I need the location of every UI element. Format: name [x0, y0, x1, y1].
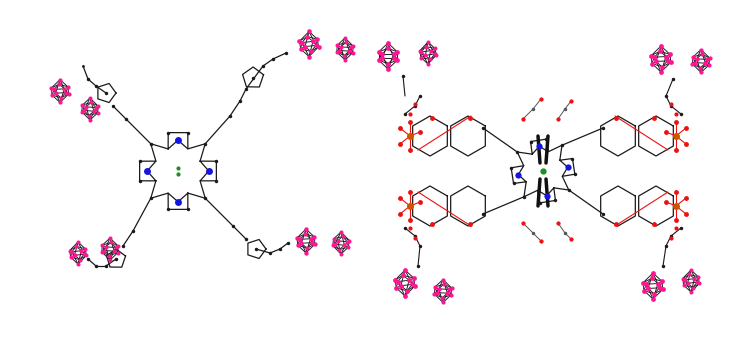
Polygon shape [248, 239, 266, 259]
Polygon shape [107, 249, 125, 267]
Polygon shape [450, 116, 485, 156]
Polygon shape [601, 186, 635, 226]
Polygon shape [601, 116, 635, 156]
Polygon shape [98, 83, 116, 103]
Polygon shape [531, 139, 548, 154]
Polygon shape [200, 161, 217, 181]
Polygon shape [559, 159, 575, 176]
Polygon shape [511, 166, 526, 183]
Polygon shape [538, 188, 556, 203]
Polygon shape [168, 193, 188, 209]
Polygon shape [243, 67, 263, 87]
Polygon shape [413, 186, 447, 226]
Polygon shape [639, 116, 673, 156]
Polygon shape [139, 161, 156, 181]
Polygon shape [450, 186, 485, 226]
Polygon shape [168, 133, 188, 149]
Polygon shape [639, 186, 673, 226]
Polygon shape [413, 116, 447, 156]
